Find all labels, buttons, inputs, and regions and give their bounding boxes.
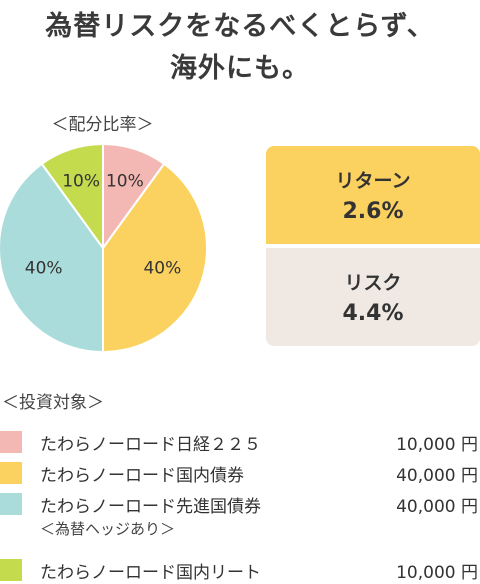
asset-name: たわらノーロード国内リート — [40, 563, 261, 583]
asset-amount: 10,000 円 — [396, 563, 478, 583]
pie-slice-label-1: 10% — [106, 172, 144, 192]
asset-color-swatch — [0, 462, 22, 484]
pie-slice-4 — [40, 142, 104, 252]
asset-amount: 40,000 円 — [396, 497, 478, 517]
asset-item-domestic-bond: たわらノーロード国内債券 40,000 円 — [0, 459, 480, 487]
headline-line-1: 為替リスクをなるべくとらず、 — [45, 11, 435, 42]
risk-value: 4.4% — [342, 301, 404, 326]
allocation-title: ＜配分比率＞ — [51, 115, 154, 135]
pie-slice-label-3: 40% — [25, 258, 63, 278]
asset-color-swatch — [0, 493, 22, 515]
pie-slice-label-4: 10% — [62, 172, 100, 192]
headline-line-2: 海外にも。 — [170, 53, 310, 84]
asset-item-nikkei225: たわらノーロード日経２２５ 10,000 円 — [0, 428, 480, 456]
assets-title: ＜投資対象＞ — [2, 393, 104, 413]
allocation-pie-chart: 10% 40% 40% 10% — [0, 142, 208, 354]
asset-item-developed-bond: たわらノーロード先進国債券 40,000 円 — [0, 490, 480, 518]
pie-slice-3 — [0, 162, 104, 354]
risk-label: リスク — [344, 272, 402, 294]
asset-color-swatch — [0, 559, 22, 581]
pie-slice-2 — [102, 162, 208, 354]
return-value: 2.6% — [342, 199, 404, 224]
return-box: リターン 2.6% — [266, 146, 480, 244]
currency-hedge-note: ＜為替ヘッジあり＞ — [40, 520, 176, 538]
headline: 為替リスクをなるべくとらず、 海外にも。 — [0, 6, 480, 90]
asset-color-swatch — [0, 431, 22, 453]
return-label: リターン — [335, 170, 411, 192]
asset-item-domestic-reit: たわらノーロード国内リート 10,000 円 — [0, 556, 480, 584]
asset-amount: 10,000 円 — [396, 435, 478, 455]
pie-slice-label-2: 40% — [143, 258, 181, 278]
asset-amount: 40,000 円 — [396, 466, 478, 486]
risk-box: リスク 4.4% — [266, 248, 480, 346]
asset-name: たわらノーロード国内債券 — [40, 466, 244, 486]
asset-name: たわらノーロード日経２２５ — [40, 435, 261, 455]
asset-name: たわらノーロード先進国債券 — [40, 497, 261, 517]
